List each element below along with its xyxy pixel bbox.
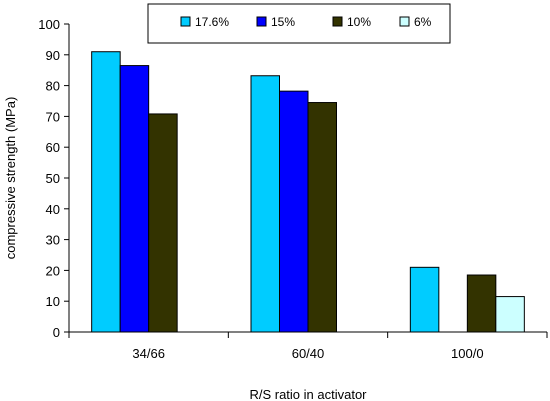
legend-label: 10%: [347, 15, 371, 29]
legend-label: 15%: [271, 15, 295, 29]
x-tick-label: 34/66: [132, 346, 165, 361]
y-tick-label: 90: [46, 48, 60, 63]
bar: [409, 266, 440, 333]
x-axis-label: R/S ratio in activator: [249, 387, 367, 401]
bar: [148, 113, 178, 333]
legend-label: 17.6%: [195, 15, 229, 29]
bar: [279, 90, 309, 333]
bar: [495, 296, 525, 333]
legend-swatch: [399, 16, 410, 27]
y-tick-label: 70: [46, 109, 60, 124]
y-tick-label: 100: [38, 17, 60, 32]
y-tick-label: 40: [46, 202, 60, 217]
y-tick-label: 10: [46, 294, 60, 309]
y-tick-label: 80: [46, 79, 60, 94]
y-tick-label: 50: [46, 171, 60, 186]
y-tick-label: 30: [46, 233, 60, 248]
legend-swatch: [180, 16, 191, 27]
bar: [250, 75, 280, 333]
x-tick-label: 100/0: [451, 346, 484, 361]
bar: [91, 51, 121, 333]
bars: [91, 51, 525, 333]
legend-swatch: [332, 16, 343, 27]
legend: 17.6% 15% 10% 6%: [147, 3, 451, 44]
legend-swatch: [256, 16, 267, 27]
y-tick-label: 20: [46, 263, 60, 278]
x-tick-label: 60/40: [292, 346, 325, 361]
legend-label: 6%: [414, 15, 432, 29]
y-axis-label: compressive strength (MPa): [3, 97, 18, 260]
bar: [466, 274, 497, 333]
bar: [119, 65, 150, 333]
bar: [307, 102, 337, 333]
y-tick-label: 0: [53, 325, 60, 340]
y-tick-label: 60: [46, 140, 60, 155]
x-axis: 34/66 60/40 100/0: [68, 332, 548, 361]
y-axis: 0 10 20 30 40 50 60 70 80 90 100: [38, 17, 69, 340]
